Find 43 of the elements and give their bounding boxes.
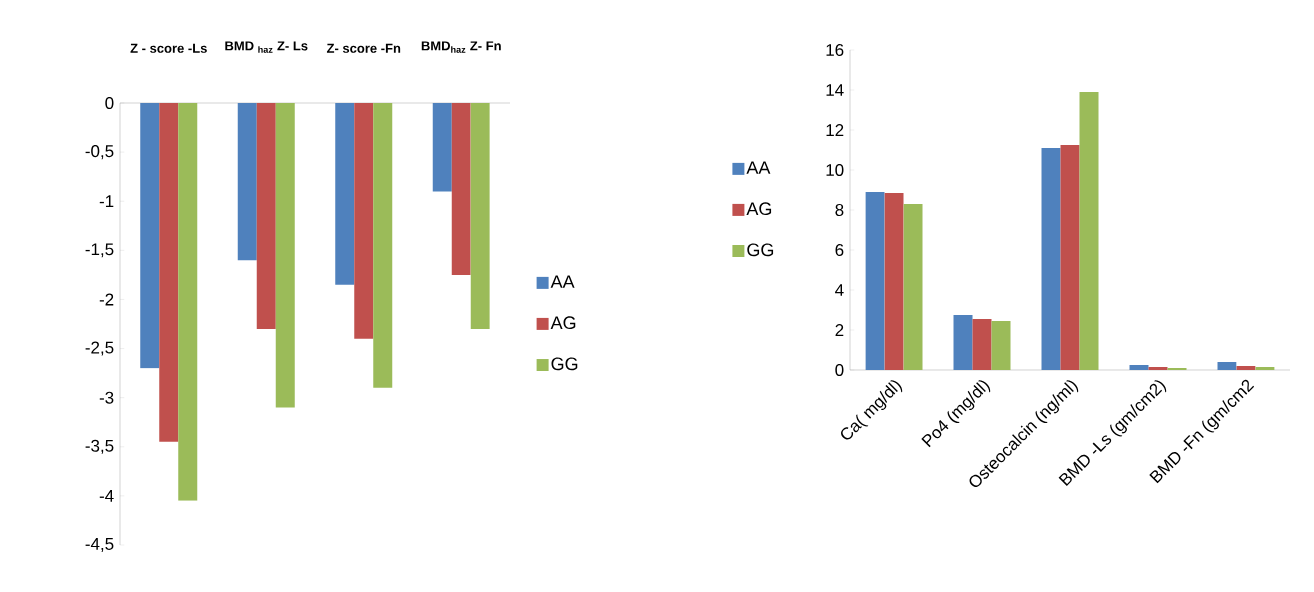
y-tick-label: 10 bbox=[826, 163, 844, 177]
legend-label: AA bbox=[746, 161, 771, 174]
x-tick-label: Z- score -Fn bbox=[326, 43, 401, 53]
legend-label: AG bbox=[746, 202, 772, 216]
x-tick-label: BMD$_{haz}$ Z- Fn bbox=[421, 41, 501, 53]
y-tick-label: -4,5 bbox=[85, 538, 114, 552]
bar bbox=[865, 192, 885, 370]
legend-label: AG bbox=[550, 316, 576, 330]
x-tick-label: Z - score -Ls bbox=[130, 43, 207, 53]
x-tick-label: BMD $_{haz}$ Z- Ls bbox=[225, 41, 308, 53]
y-tick-label: 0 bbox=[835, 363, 844, 377]
bar bbox=[1079, 92, 1099, 370]
y-tick-label: 4 bbox=[835, 284, 844, 296]
bar bbox=[953, 315, 973, 370]
bar bbox=[991, 321, 1011, 370]
bar bbox=[1129, 365, 1149, 370]
bar bbox=[1041, 148, 1061, 370]
y-tick-label: -1,5 bbox=[85, 243, 114, 258]
legend-label: GG bbox=[551, 357, 578, 371]
y-tick-label: -4 bbox=[99, 490, 114, 502]
y-tick-label: -3,5 bbox=[85, 439, 114, 454]
y-tick-label: -3 bbox=[99, 391, 114, 404]
bar bbox=[972, 319, 992, 370]
y-tick-label: 2 bbox=[835, 324, 844, 336]
bar bbox=[1148, 367, 1168, 370]
y-tick-label: 14 bbox=[826, 84, 844, 96]
y-tick-label: 16 bbox=[826, 43, 844, 57]
y-tick-label: -2 bbox=[99, 293, 114, 306]
y-tick-label: -0,5 bbox=[85, 145, 114, 160]
legend-label: AA bbox=[550, 275, 575, 288]
bar bbox=[1217, 362, 1237, 370]
y-tick-label: 6 bbox=[835, 243, 844, 257]
bar bbox=[884, 193, 904, 370]
y-tick-label: -1 bbox=[99, 195, 114, 208]
y-tick-label: 0 bbox=[105, 96, 114, 110]
y-tick-label: -2,5 bbox=[85, 341, 114, 356]
y-tick-label: 12 bbox=[826, 124, 844, 136]
bar bbox=[1236, 366, 1256, 370]
legend-label: GG bbox=[747, 243, 774, 257]
y-tick-label: 8 bbox=[835, 203, 844, 217]
bar bbox=[903, 204, 923, 370]
bar bbox=[1060, 145, 1080, 370]
bar bbox=[1255, 367, 1275, 370]
